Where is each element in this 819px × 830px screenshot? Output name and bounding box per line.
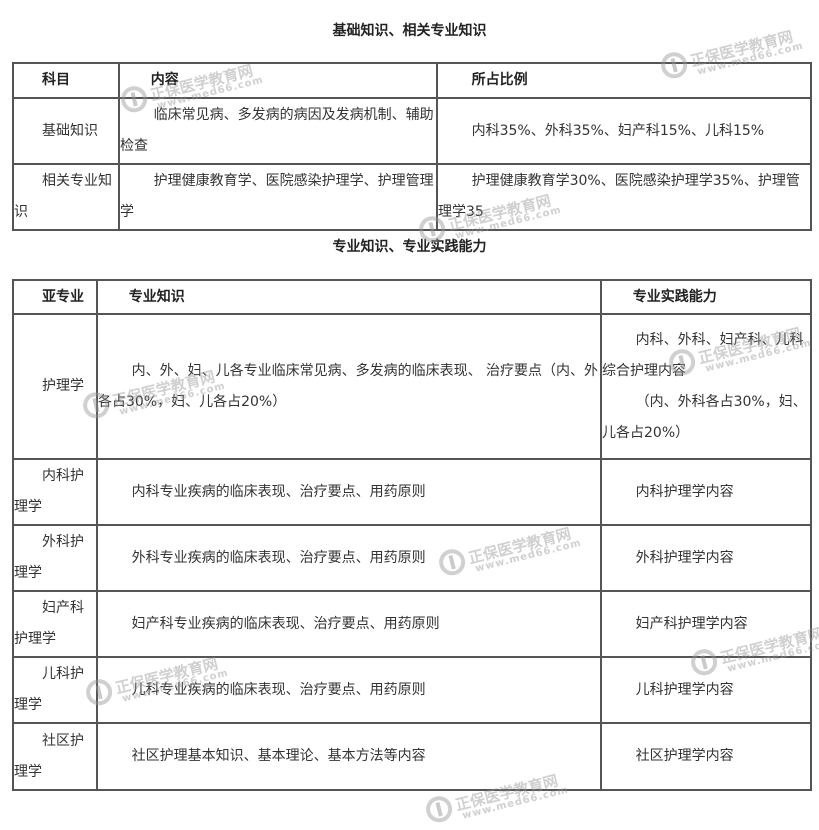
practice-line: （内、外科各占30%，妇、儿各占20%） xyxy=(602,393,807,441)
knowledge-cell: 内科专业疾病的临床表现、治疗要点、用药原则 xyxy=(96,458,602,526)
table-row: 内科护理学 内科专业疾病的临床表现、治疗要点、用药原则 内科护理学内容 xyxy=(12,458,812,526)
header-cell: 科目 xyxy=(12,62,120,99)
knowledge-cell: 内、外、妇、儿各专业临床常见病、多发病的临床表现、 治疗要点（内、外各占30%，… xyxy=(96,313,602,460)
table-row: 妇产科护理学 妇产科专业疾病的临床表现、治疗要点、用药原则 妇产科护理学内容 xyxy=(12,590,812,658)
ratio-cell: 护理健康教育学30%、医院感染护理学35%、护理管理学35 xyxy=(436,163,812,231)
watermark-logo-icon xyxy=(423,793,455,826)
table-header-row: 科目 内容 所占比例 xyxy=(12,62,812,99)
header-cell: 亚专业 xyxy=(12,279,98,315)
subspecialty-cell: 妇产科护理学 xyxy=(12,590,98,658)
practice-cell: 妇产科护理学内容 xyxy=(600,590,812,658)
header-cell: 专业知识 xyxy=(96,279,602,315)
practice-cell: 儿科护理学内容 xyxy=(600,656,812,724)
knowledge-cell: 妇产科专业疾病的临床表现、治疗要点、用药原则 xyxy=(96,590,602,658)
subspecialty-cell: 社区护理学 xyxy=(12,722,98,791)
table-header-row: 亚专业 专业知识 专业实践能力 xyxy=(12,279,812,315)
table-row: 基础知识 临床常见病、多发病的病因及发病机制、辅助检查 内科35%、外科35%、… xyxy=(12,97,812,165)
table-row: 外科护理学 外科专业疾病的临床表现、治疗要点、用药原则 外科护理学内容 xyxy=(12,524,812,592)
table-row: 社区护理学 社区护理基本知识、基本理论、基本方法等内容 社区护理学内容 xyxy=(12,722,812,791)
content-cell: 护理健康教育学、医院感染护理学、护理管理学 xyxy=(118,163,438,231)
header-cell: 专业实践能力 xyxy=(600,279,812,315)
subspecialty-cell: 儿科护理学 xyxy=(12,656,98,724)
practice-line: 内科、外科、妇产科、儿科综合护理内容 xyxy=(602,331,804,379)
subject-cell: 基础知识 xyxy=(12,97,120,165)
table-row: 护理学 内、外、妇、儿各专业临床常见病、多发病的临床表现、 治疗要点（内、外各占… xyxy=(12,313,812,460)
table-row: 儿科护理学 儿科专业疾病的临床表现、治疗要点、用药原则 儿科护理学内容 xyxy=(12,656,812,724)
professional-knowledge-table: 亚专业 专业知识 专业实践能力 护理学 内、外、妇、儿各专业临床常见病、多发病的… xyxy=(12,279,812,791)
content-cell: 临床常见病、多发病的病因及发病机制、辅助检查 xyxy=(118,97,438,165)
header-cell: 所占比例 xyxy=(436,62,812,99)
table1-title: 基础知识、相关专业知识 xyxy=(332,23,487,39)
practice-cell: 外科护理学内容 xyxy=(600,524,812,592)
knowledge-cell: 外科专业疾病的临床表现、治疗要点、用药原则 xyxy=(96,524,602,592)
subspecialty-cell: 内科护理学 xyxy=(12,458,98,526)
knowledge-cell: 社区护理基本知识、基本理论、基本方法等内容 xyxy=(96,722,602,791)
table-row: 相关专业知识 护理健康教育学、医院感染护理学、护理管理学 护理健康教育学30%、… xyxy=(12,163,812,231)
subspecialty-cell: 外科护理学 xyxy=(12,524,98,592)
knowledge-cell: 儿科专业疾病的临床表现、治疗要点、用药原则 xyxy=(96,656,602,724)
subspecialty-cell: 护理学 xyxy=(12,313,98,460)
practice-cell: 社区护理学内容 xyxy=(600,722,812,791)
ratio-cell: 内科35%、外科35%、妇产科15%、儿科15% xyxy=(436,97,812,165)
basic-knowledge-table: 科目 内容 所占比例 基础知识 临床常见病、多发病的病因及发病机制、辅助检查 内… xyxy=(12,62,812,231)
practice-cell: 内科护理学内容 xyxy=(600,458,812,526)
header-cell: 内容 xyxy=(118,62,438,99)
practice-cell: 内科、外科、妇产科、儿科综合护理内容 （内、外科各占30%，妇、儿各占20%） xyxy=(600,313,812,460)
table2-title: 专业知识、专业实践能力 xyxy=(332,239,487,255)
subject-cell: 相关专业知识 xyxy=(12,163,120,231)
